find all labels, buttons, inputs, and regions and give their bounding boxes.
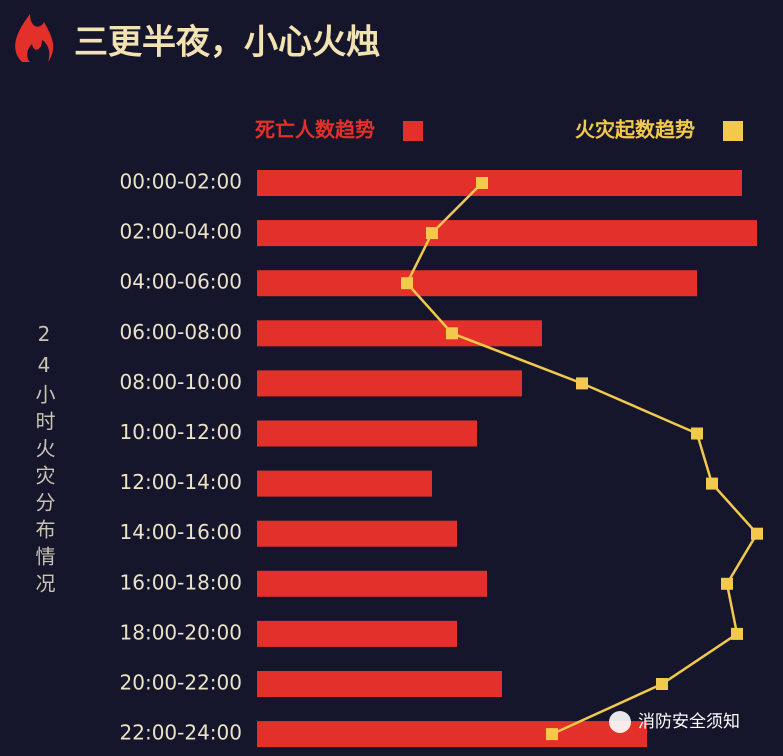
legend-label: 死亡人数趋势 [255, 118, 375, 142]
bar [257, 270, 697, 297]
y-tick-label: 02:00-04:00 [120, 220, 243, 244]
y-axis-label: 24小时火灾分布情况 [32, 322, 56, 600]
bar [257, 470, 432, 497]
y-tick-label: 00:00-02:00 [120, 170, 243, 194]
bar [257, 520, 457, 547]
wechat-icon [609, 711, 631, 733]
chart-title: 三更半夜，小心火烛 [74, 23, 380, 63]
y-tick-label: 04:00-06:00 [120, 270, 243, 294]
line-marker [446, 327, 458, 340]
y-tick-label: 18:00-20:00 [120, 620, 243, 644]
legend-label: 火灾起数趋势 [575, 118, 695, 142]
y-tick-label: 06:00-08:00 [120, 320, 243, 344]
line-marker [546, 728, 558, 741]
line-marker [691, 427, 703, 440]
line-marker [731, 627, 743, 640]
line-marker [576, 377, 588, 390]
line-marker [751, 527, 763, 540]
bar [257, 370, 522, 397]
y-tick-label: 16:00-18:00 [120, 570, 243, 594]
bar [257, 420, 477, 447]
bar [257, 721, 647, 748]
y-tick-label: 12:00-14:00 [120, 470, 243, 494]
line-marker [706, 477, 718, 490]
y-tick-label: 10:00-12:00 [120, 420, 243, 444]
line-marker [426, 227, 438, 240]
line-marker [401, 277, 413, 290]
line-marker [656, 678, 668, 690]
bar [257, 320, 542, 347]
bar [257, 570, 487, 597]
y-tick-label: 14:00-16:00 [120, 520, 243, 544]
legend-swatch [403, 121, 423, 141]
flame-icon [15, 14, 54, 62]
y-tick-label: 08:00-10:00 [120, 370, 243, 394]
bar [257, 620, 457, 647]
bar [257, 220, 757, 247]
line-marker [721, 577, 733, 590]
trend-line [405, 182, 759, 736]
bar [257, 170, 742, 196]
y-tick-label: 22:00-24:00 [120, 721, 243, 745]
y-tick-label: 20:00-22:00 [120, 671, 243, 695]
bar [257, 671, 502, 697]
watermark: 消防安全须知 [638, 712, 740, 732]
line-marker [476, 177, 488, 189]
legend-swatch [723, 121, 743, 141]
